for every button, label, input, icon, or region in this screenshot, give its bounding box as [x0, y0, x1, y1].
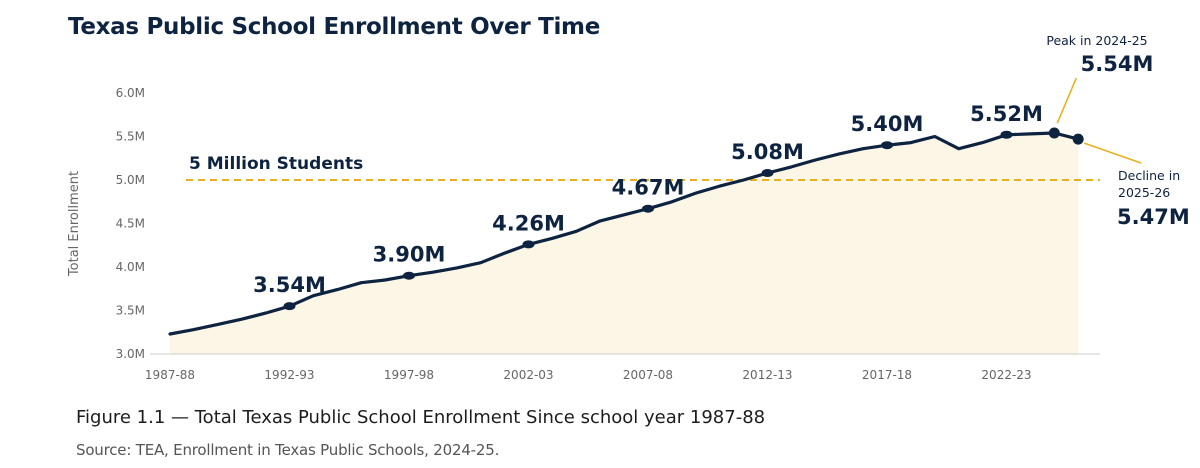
line-layer — [168, 131, 1080, 336]
x-tick-label: 1992-93 — [264, 368, 314, 382]
axes-layer: 3.0M 3.5M 4.0M 4.5M 5.0M 5.5M 6.0M 1987-88 1992-… — [67, 86, 1100, 382]
x-tick-label: 1997-98 — [384, 368, 434, 382]
x-tick-label: 1987-88 — [145, 368, 195, 382]
y-tick-label: 5.5M — [116, 130, 145, 144]
x-tick-label: 2022-23 — [981, 368, 1031, 382]
x-tick-label: 2002-03 — [503, 368, 553, 382]
data-point — [881, 141, 893, 150]
series-line — [168, 131, 1080, 336]
y-tick-label: 3.5M — [116, 304, 145, 318]
data-point — [642, 204, 654, 213]
data-point — [522, 240, 535, 249]
data-point — [403, 271, 415, 280]
y-tick-label: 4.5M — [116, 217, 145, 231]
peak-point — [1048, 127, 1060, 139]
figure-caption: Figure 1.1 — Total Texas Public School E… — [76, 407, 766, 428]
y-tick-label: 6.0M — [116, 86, 145, 100]
decline-annotation-text-2: 2025-26 — [1118, 185, 1170, 200]
y-tick-label: 3.0M — [116, 347, 145, 361]
annotation-layer: Peak in 2024-25 5.54M Decline in 2025-26 5.4… — [1046, 33, 1189, 229]
decline-point — [1072, 133, 1084, 145]
area-fill — [170, 133, 1079, 354]
data-label: 4.67M — [612, 176, 685, 200]
peak-annotation-value: 5.54M — [1081, 52, 1154, 76]
y-tick-label: 4.0M — [116, 260, 145, 274]
data-label: 5.52M — [970, 102, 1043, 126]
decline-annotation-value: 5.47M — [1117, 205, 1190, 229]
decline-annotation-text: Decline in — [1118, 168, 1180, 183]
peak-annotation-text: Peak in 2024-25 — [1046, 33, 1147, 48]
reference-line-label: 5 Million Students — [189, 154, 363, 174]
source-note: Source: TEA, Enrollment in Texas Public … — [76, 441, 500, 459]
data-point — [283, 302, 296, 311]
x-tick-label: 2012-13 — [742, 368, 792, 382]
labels-layer: 3.54M 3.90M 4.26M 4.67M 5.08M 5.40M 5.52M — [253, 102, 1043, 297]
data-point — [1000, 130, 1013, 139]
x-tick-label: 2017-18 — [862, 368, 912, 382]
data-label: 3.90M — [373, 243, 446, 267]
data-label: 5.08M — [731, 140, 804, 164]
reference-layer: 5 Million Students — [186, 154, 1100, 181]
data-label: 3.54M — [253, 273, 326, 297]
y-tick-label: 5.0M — [116, 173, 145, 187]
chart-title: Texas Public School Enrollment Over Time — [68, 14, 601, 40]
peak-leader-line — [1056, 77, 1078, 124]
data-label: 4.26M — [492, 211, 565, 235]
points-layer — [283, 127, 1084, 311]
decline-leader-line — [1083, 142, 1142, 164]
y-axis-label: Total Enrollment — [67, 171, 82, 277]
area-layer — [170, 133, 1079, 354]
data-label: 5.40M — [851, 112, 924, 136]
x-tick-label: 2007-08 — [623, 368, 673, 382]
data-point — [761, 169, 774, 178]
